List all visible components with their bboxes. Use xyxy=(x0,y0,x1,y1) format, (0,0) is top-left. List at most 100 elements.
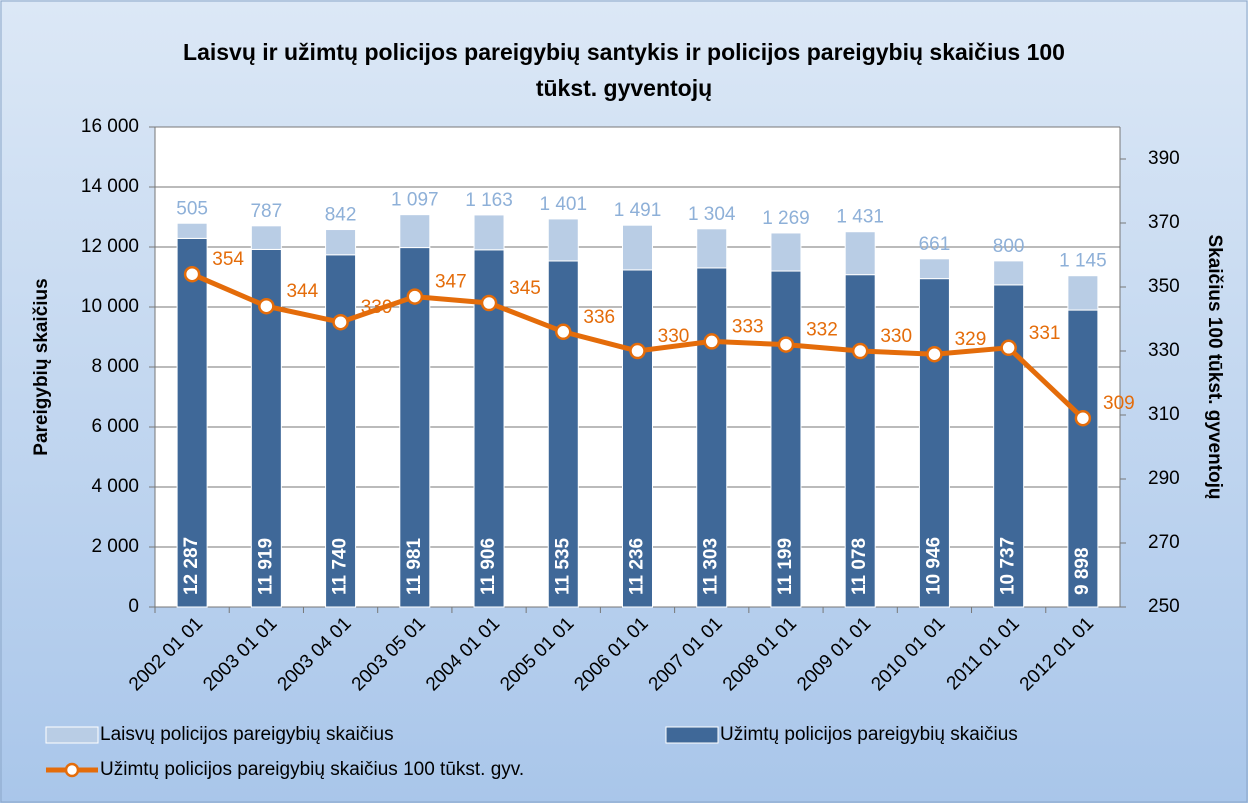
y2-tick-label: 290 xyxy=(1148,468,1180,489)
line-value-label: 330 xyxy=(658,326,690,347)
line-point xyxy=(332,313,349,331)
bar-value-label: 661 xyxy=(919,234,951,255)
bar-value-label: 800 xyxy=(993,236,1025,257)
bar-segment xyxy=(399,214,431,249)
x-tick-label: 2004 01 01 xyxy=(422,613,504,695)
line-point xyxy=(629,342,646,360)
line-point xyxy=(555,323,572,341)
y2-tick-label: 250 xyxy=(1148,596,1180,617)
bar-value-label: 12 287 xyxy=(181,537,202,595)
bar-value-label: 11 906 xyxy=(478,538,499,595)
bar-value-label: 1 145 xyxy=(1059,251,1107,272)
bar-value-label: 1 097 xyxy=(391,190,439,211)
line-value-label: 329 xyxy=(955,329,987,350)
x-tick-label: 2006 01 01 xyxy=(570,613,652,695)
bar-value-label: 9 898 xyxy=(1072,547,1093,595)
bar-segment xyxy=(250,225,282,250)
x-tick-label: 2005 01 01 xyxy=(496,613,578,695)
y2-tick-label: 330 xyxy=(1148,340,1180,361)
bar-value-label: 11 236 xyxy=(627,538,648,595)
y-tick-label: 10 000 xyxy=(81,296,139,317)
x-tick-label: 2002 01 01 xyxy=(125,613,207,695)
legend-swatch xyxy=(45,726,99,744)
bar-value-label: 1 491 xyxy=(614,200,662,221)
chart-title: Laisvų ir užimtų policijos pareigybių sa… xyxy=(183,39,1065,101)
y-tick-label: 12 000 xyxy=(81,236,139,257)
bar-segment xyxy=(770,270,802,608)
bar-segment xyxy=(1067,309,1099,608)
x-tick-label: 2009 01 01 xyxy=(793,613,875,695)
legend-label: Užimtų policijos pareigybių skaičius xyxy=(720,724,1018,745)
y2-tick-label: 370 xyxy=(1148,212,1180,233)
bar-value-label: 1 269 xyxy=(762,208,810,229)
y-tick-label: 2 000 xyxy=(91,536,139,557)
bar-value-label: 505 xyxy=(176,198,208,219)
x-tick-label: 2003 01 01 xyxy=(199,613,281,695)
line-point xyxy=(926,345,943,363)
bar-segment xyxy=(547,260,579,608)
bar-segment xyxy=(622,224,653,271)
y-tick-label: 8 000 xyxy=(91,356,139,377)
bar-value-label: 1 163 xyxy=(465,190,513,211)
x-tick-label: 2012 01 01 xyxy=(1016,613,1098,695)
y-tick-label: 16 000 xyxy=(81,116,139,137)
bar-segment xyxy=(696,228,728,269)
bar-segment xyxy=(993,284,1025,608)
bar-segment xyxy=(622,269,653,608)
line-point xyxy=(406,288,424,305)
legend-swatch xyxy=(665,726,719,744)
y2-tick-label: 350 xyxy=(1148,276,1180,297)
x-tick-label: 2010 01 01 xyxy=(867,613,949,695)
bar-value-label: 842 xyxy=(325,205,357,226)
bar-segment xyxy=(696,267,728,608)
y-tick-label: 0 xyxy=(128,596,139,617)
y2-tick-label: 270 xyxy=(1148,532,1180,553)
legend-label: Užimtų policijos pareigybių skaičius 100… xyxy=(100,759,524,780)
bar-segment xyxy=(325,229,357,256)
y-tick-label: 6 000 xyxy=(91,416,139,437)
y-axis-title: Pareigybių skaičius xyxy=(31,278,52,455)
bar-segment xyxy=(473,214,505,251)
bar-value-label: 787 xyxy=(250,201,282,222)
line-value-label: 339 xyxy=(361,297,393,318)
line-value-label: 336 xyxy=(583,307,615,328)
legend-label: Laisvų policijos pareigybių skaičius xyxy=(100,724,394,745)
bar-segment xyxy=(993,260,1025,286)
bar-value-label: 11 981 xyxy=(404,538,425,595)
line-value-label: 347 xyxy=(435,272,467,293)
line-value-label: 354 xyxy=(212,249,244,270)
y-tick-label: 14 000 xyxy=(81,176,139,197)
bar-segment xyxy=(918,258,950,280)
bar-value-label: 10 946 xyxy=(923,537,944,595)
y2-tick-label: 390 xyxy=(1148,148,1180,169)
bar-value-label: 11 303 xyxy=(701,538,722,595)
y2-axis-title: Skaičius 100 tūkst. gyventojų xyxy=(1204,234,1225,499)
line-point xyxy=(258,297,275,315)
bar-segment xyxy=(770,232,802,272)
line-value-label: 330 xyxy=(880,326,912,347)
bar-segment xyxy=(918,278,950,608)
bar-value-label: 1 304 xyxy=(688,204,736,225)
bar-value-label: 10 737 xyxy=(998,537,1019,595)
y2-tick-label: 310 xyxy=(1148,404,1180,425)
line-point xyxy=(1074,409,1092,427)
bar-value-label: 11 919 xyxy=(255,538,276,595)
bar-value-label: 11 740 xyxy=(330,538,351,595)
x-tick-label: 2011 01 01 xyxy=(943,613,1024,694)
bar-segment xyxy=(176,237,208,608)
line-point xyxy=(851,342,869,360)
legend-swatch-marker xyxy=(64,762,80,778)
line-value-label: 332 xyxy=(806,320,838,341)
x-tick-label: 2003 04 01 xyxy=(274,613,356,695)
x-tick-label: 2008 01 01 xyxy=(719,613,801,695)
line-point xyxy=(1000,339,1017,357)
bar-segment xyxy=(1067,275,1099,311)
line-point xyxy=(703,333,720,350)
line-point xyxy=(480,294,498,312)
bar-value-label: 11 199 xyxy=(775,538,796,595)
bar-segment xyxy=(844,231,876,276)
bar-value-label: 1 431 xyxy=(836,207,884,228)
bar-segment xyxy=(325,254,357,608)
